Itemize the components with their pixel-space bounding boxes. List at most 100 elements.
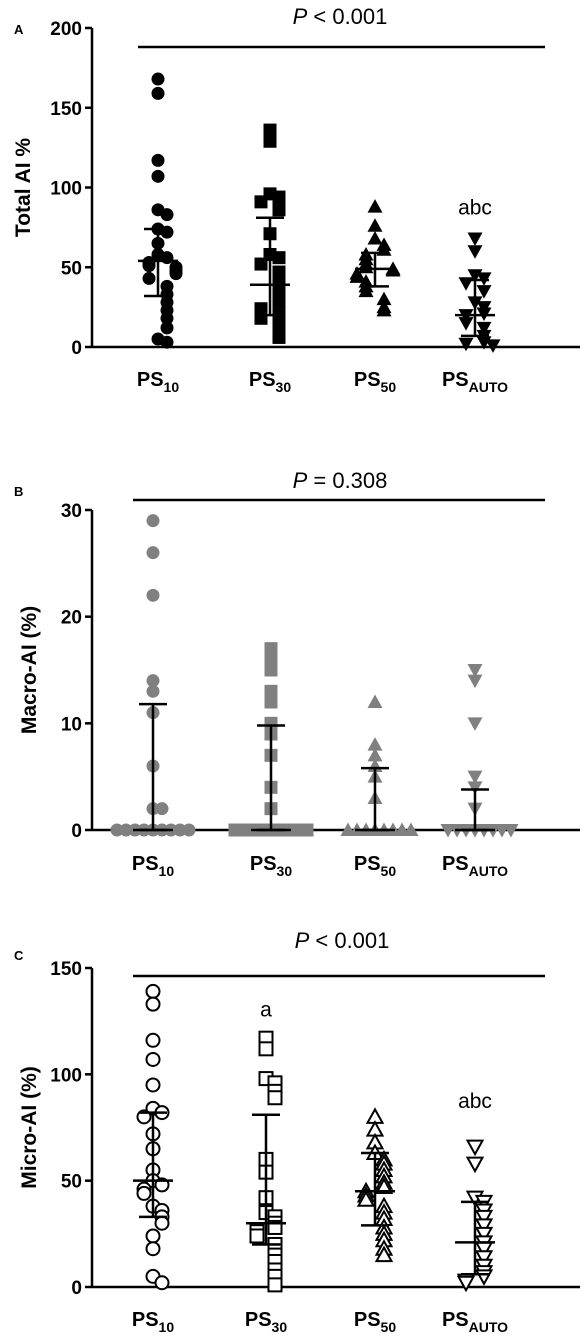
panel-letter: A <box>14 22 24 37</box>
data-point <box>145 996 161 1012</box>
data-point <box>465 1139 485 1157</box>
series-group <box>250 123 290 344</box>
series-group <box>455 1139 495 1293</box>
data-point <box>476 321 492 336</box>
x-category-label: PS50 <box>354 853 396 879</box>
data-point <box>367 199 383 213</box>
data-point <box>476 285 492 299</box>
data-point <box>267 1090 283 1106</box>
data-point <box>119 823 133 837</box>
data-point <box>474 1218 494 1235</box>
y-tick-label: 0 <box>71 1278 82 1299</box>
y-axis-label: Total AI % <box>12 138 35 237</box>
data-point <box>467 674 483 689</box>
data-point <box>151 86 165 100</box>
data-point <box>160 251 174 265</box>
data-point <box>376 302 392 317</box>
data-point <box>474 1250 494 1267</box>
data-point <box>160 225 174 239</box>
y-tick-label: 50 <box>61 1172 82 1193</box>
x-category-label: PS30 <box>249 369 291 395</box>
data-point <box>154 1275 170 1291</box>
data-point <box>145 983 161 999</box>
data-point <box>146 674 160 688</box>
y-tick-label: 10 <box>61 714 82 735</box>
panel-letter: C <box>14 948 24 963</box>
data-point <box>458 317 474 331</box>
data-point <box>160 208 174 222</box>
data-point <box>467 245 483 259</box>
panel-a: A Total AI % 0 50 100 150 200 P < 0.001 PS10 PS30… <box>12 4 580 395</box>
data-point <box>264 684 278 698</box>
series-group <box>455 232 501 353</box>
x-category-label: PS10 <box>132 853 174 879</box>
y-axis-label: Macro-AI (%) <box>18 606 41 734</box>
series-group <box>349 199 401 317</box>
y-tick-label: 30 <box>61 501 82 522</box>
data-point <box>367 231 383 245</box>
data-point <box>267 1277 283 1293</box>
data-point <box>264 663 278 677</box>
data-point <box>367 737 383 751</box>
data-point <box>358 283 374 298</box>
significance-annotation: a <box>260 998 272 1021</box>
data-point <box>376 291 392 306</box>
series-group <box>440 664 519 838</box>
data-point <box>146 546 160 560</box>
series-group <box>110 514 196 837</box>
data-point <box>264 642 278 656</box>
data-point <box>474 1209 494 1227</box>
data-point <box>272 203 286 217</box>
series-group <box>246 1030 286 1293</box>
data-point <box>263 123 277 137</box>
data-point <box>182 823 196 837</box>
data-point <box>340 822 356 836</box>
data-point <box>485 339 501 353</box>
data-point <box>160 311 174 325</box>
p-value-label: P < 0.001 <box>295 928 390 953</box>
data-point <box>146 588 160 602</box>
y-tick-label: 50 <box>61 258 82 279</box>
panel-c: C Micro-AI (%) 0 50 100 150 P < 0.001 PS10 PS30 P… <box>14 928 580 1335</box>
data-point <box>374 1177 394 1195</box>
significance-annotation: abc <box>458 197 492 220</box>
data-point <box>145 1032 161 1048</box>
x-category-label: PS50 <box>354 1309 396 1335</box>
data-point <box>403 822 419 836</box>
data-point <box>173 823 187 837</box>
data-point <box>272 190 286 204</box>
data-point <box>458 337 474 352</box>
y-tick-label: 150 <box>50 959 82 980</box>
data-point <box>145 1228 161 1244</box>
data-point <box>367 218 383 232</box>
x-category-label: PS10 <box>132 1309 174 1335</box>
data-point <box>136 1185 152 1201</box>
data-point <box>169 267 183 281</box>
p-value-label: P = 0.308 <box>293 468 388 493</box>
x-category-label: PS30 <box>245 1309 287 1335</box>
data-point <box>272 251 286 265</box>
series-group <box>133 983 173 1291</box>
data-point <box>146 514 160 528</box>
y-tick-label: 0 <box>71 338 82 359</box>
data-point <box>349 269 365 283</box>
panel-letter: B <box>14 484 23 499</box>
x-category-label: PSAUTO <box>442 853 508 879</box>
data-point <box>440 824 456 838</box>
data-point <box>467 770 483 785</box>
series-group <box>340 694 419 836</box>
data-point <box>228 823 242 837</box>
data-point <box>503 824 519 838</box>
data-point <box>367 694 383 708</box>
data-point <box>264 652 278 666</box>
x-category-label: PSAUTO <box>442 1309 508 1335</box>
data-point <box>263 134 277 148</box>
data-point <box>160 321 174 335</box>
data-point <box>145 1241 161 1257</box>
data-point <box>467 232 483 247</box>
y-tick-label: 200 <box>50 19 82 40</box>
series-group <box>228 642 314 837</box>
data-point <box>142 271 156 285</box>
y-axis-label: Micro-AI (%) <box>18 1066 41 1189</box>
